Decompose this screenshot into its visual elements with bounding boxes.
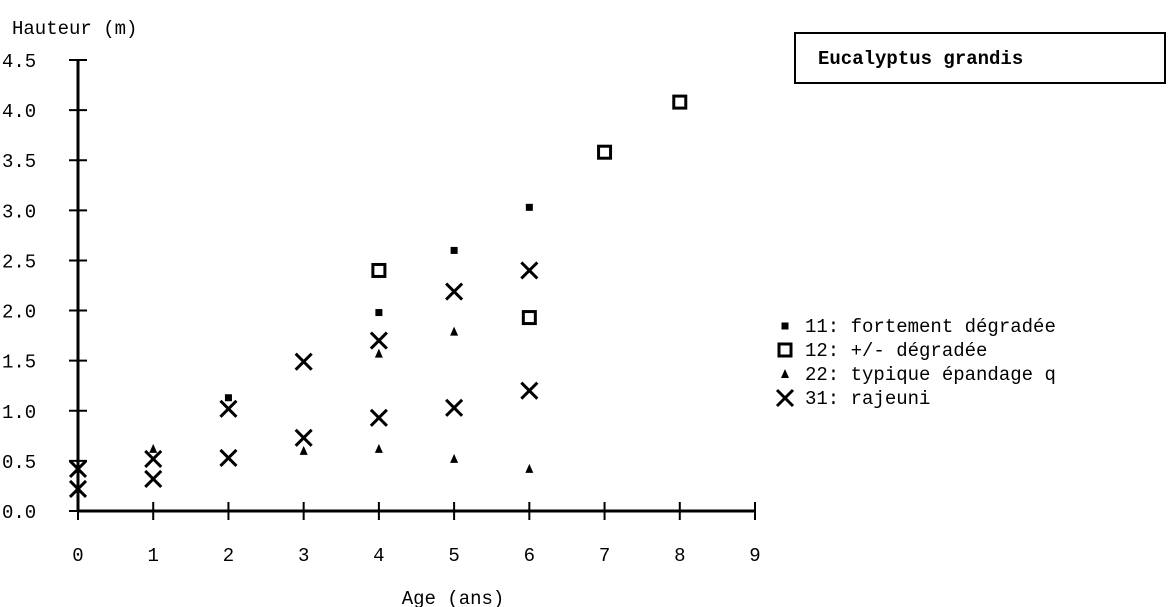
chart-title: Eucalyptus grandis [818, 48, 1024, 70]
y-axis-label: Hauteur (m) [12, 18, 137, 40]
y-axis-ticks: 0.0 0.5 1.0 1.5 2.0 2.5 3.0 3.5 4.0 4.5 [2, 51, 87, 524]
legend-marker-triangle [781, 369, 789, 378]
y-tick-label: 3.0 [2, 201, 36, 223]
x-tick-label: 6 [524, 545, 535, 567]
x-tick-label: 2 [223, 545, 234, 567]
y-tick-label: 4.5 [2, 51, 36, 73]
data-point-small-square [375, 309, 383, 317]
data-point-triangle [450, 326, 459, 336]
data-point-x [144, 469, 163, 488]
data-point-x [294, 352, 313, 371]
legend-entry: 12: +/- dégradée [805, 340, 987, 362]
y-tick-label: 0.5 [2, 452, 36, 474]
data-point-triangle [374, 443, 383, 453]
y-tick-label: 3.5 [2, 151, 36, 173]
x-tick-label: 5 [448, 545, 459, 567]
data-point-small-square [224, 394, 232, 402]
data-point-x [369, 331, 388, 350]
data-point-x [445, 398, 464, 417]
legend-entry: 22: typique épandage q [805, 364, 1056, 386]
legend-marker-small-square [781, 322, 789, 330]
legend-marker-x [775, 388, 795, 408]
data-point-small-square [450, 246, 458, 254]
data-point-x [68, 479, 88, 499]
x-tick-label: 3 [298, 545, 309, 567]
y-tick-label: 2.5 [2, 251, 36, 273]
x-axis-ticks: 0 1 2 3 4 5 6 7 8 9 [72, 502, 761, 567]
data-point-hollow-square [672, 94, 688, 110]
x-tick-label: 4 [373, 545, 384, 567]
y-tick-label: 4.0 [2, 101, 36, 123]
data-point-triangle [525, 463, 534, 473]
axes [76, 60, 755, 513]
data-point-x [68, 459, 88, 478]
data-point-x [144, 449, 163, 468]
data-point-x [445, 282, 464, 301]
x-tick-label: 1 [148, 545, 159, 567]
data-point-triangle [374, 348, 383, 358]
x-axis-label: Age (ans) [402, 588, 505, 607]
x-tick-label: 9 [749, 545, 760, 567]
data-point-triangle [299, 445, 308, 455]
data-point-x [520, 261, 539, 280]
y-tick-label: 2.0 [2, 302, 36, 324]
y-tick-label: 0.0 [2, 502, 36, 524]
data-point-triangle [149, 443, 158, 453]
data-point-hollow-square [597, 144, 613, 160]
x-tick-label: 8 [674, 545, 685, 567]
data-point-triangle [450, 453, 459, 463]
data-point-x [520, 381, 539, 400]
data-point-small-square [525, 203, 533, 211]
legend-entry: 31: rajeuni [805, 388, 930, 410]
x-tick-label: 7 [599, 545, 610, 567]
data-point-hollow-square [521, 310, 537, 326]
x-tick-label: 0 [72, 545, 83, 567]
y-tick-label: 1.0 [2, 402, 36, 424]
chart-title-box: Eucalyptus grandis [794, 32, 1166, 84]
legend-marker-hollow-square [777, 342, 793, 358]
y-tick-label: 1.5 [2, 352, 36, 374]
legend-entry: 11: fortement dégradée [805, 316, 1056, 338]
data-point-x [294, 428, 313, 447]
data-point-x [369, 408, 388, 427]
data-point-hollow-square [371, 262, 387, 278]
data-points [68, 94, 688, 499]
data-point-x [219, 399, 238, 418]
data-point-x [219, 448, 238, 467]
